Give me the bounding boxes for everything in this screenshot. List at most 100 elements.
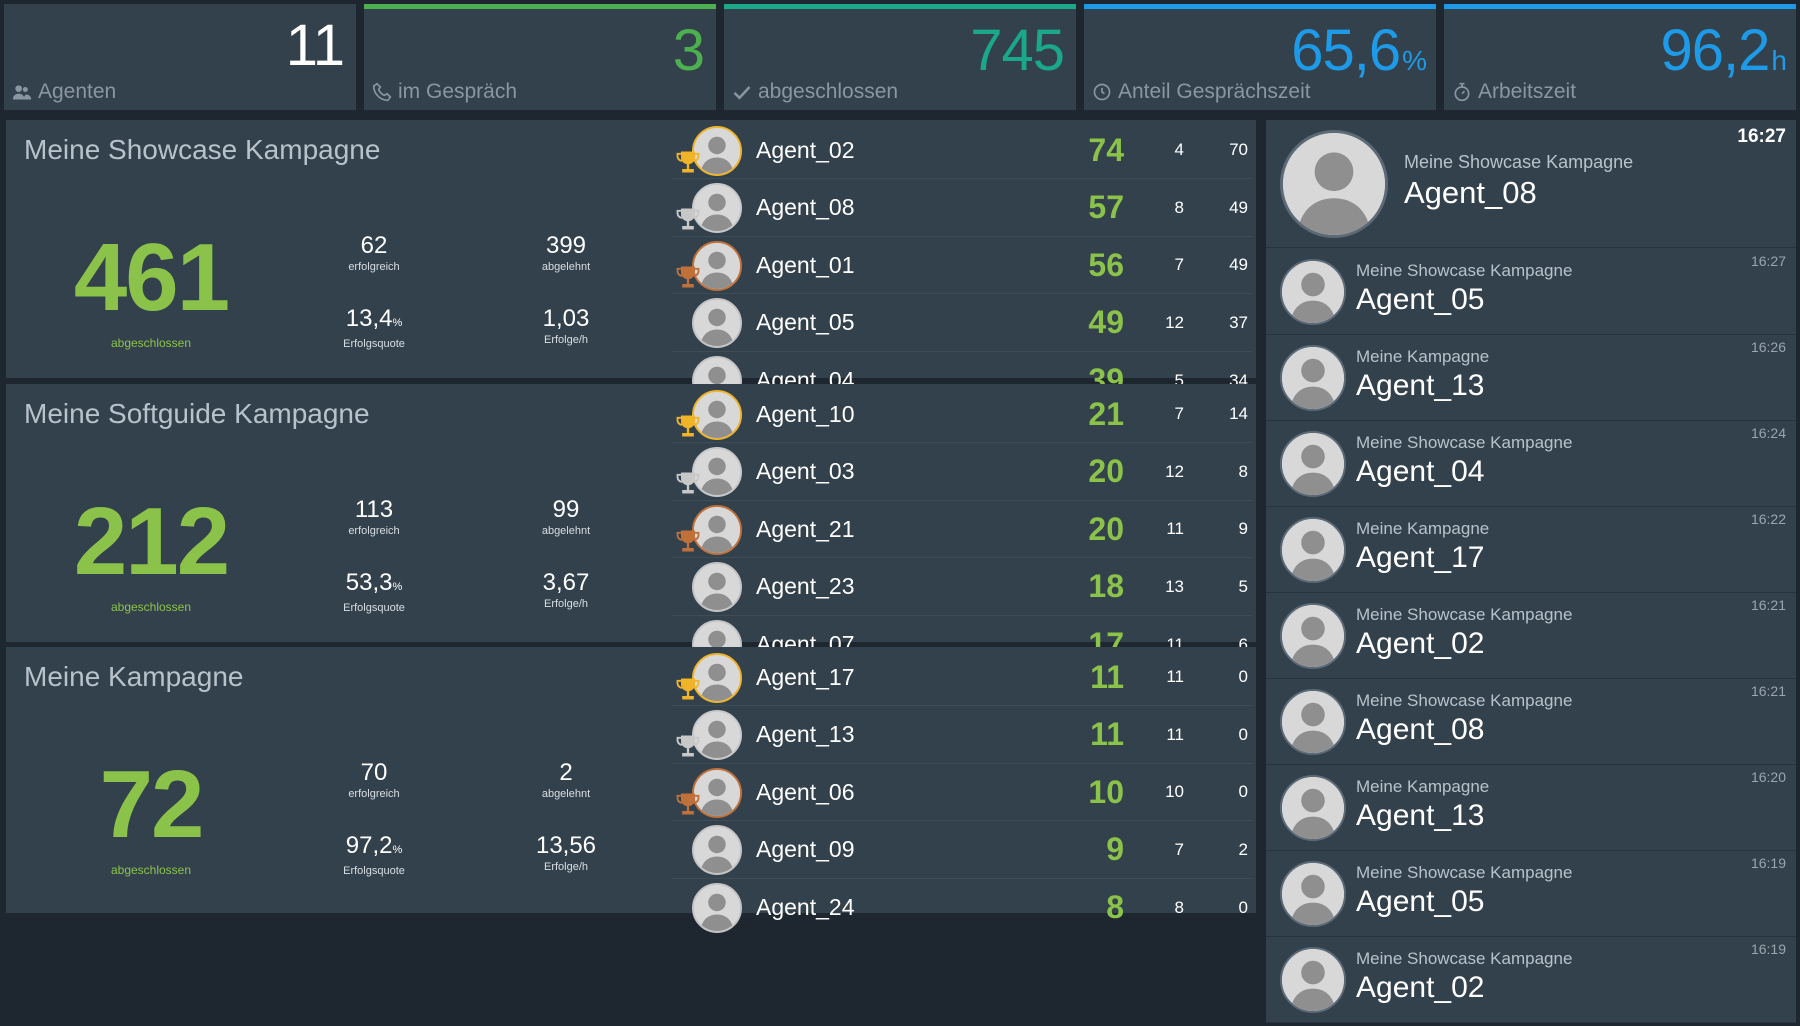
kpi-value: 745 bbox=[970, 18, 1065, 83]
kpi-value: 3 bbox=[672, 18, 705, 83]
agent-row: Agent_03 20 12 8 bbox=[672, 444, 1252, 501]
agent-count-2: 0 bbox=[1238, 724, 1248, 744]
user-silhouette-icon bbox=[694, 769, 740, 816]
agent-name: Agent_08 bbox=[756, 194, 855, 220]
campaign-total: 212 bbox=[73, 488, 230, 595]
agent-name: Agent_03 bbox=[756, 458, 855, 484]
user-silhouette-icon bbox=[1282, 347, 1344, 409]
agent-row: Agent_01 56 7 49 bbox=[672, 237, 1252, 294]
agent-score: 20 bbox=[1088, 510, 1124, 547]
kpi-label: Agenten bbox=[12, 80, 116, 104]
feed-campaign: Meine Showcase Kampagne bbox=[1356, 605, 1573, 624]
agent-row: Agent_13 11 11 0 bbox=[672, 707, 1252, 764]
user-silhouette-icon bbox=[694, 712, 740, 758]
avatar bbox=[692, 240, 742, 291]
feed-campaign: Meine Kampagne bbox=[1356, 777, 1490, 796]
agent-count-1: 12 bbox=[1165, 461, 1184, 481]
agent-name: Agent_05 bbox=[756, 309, 855, 335]
avatar bbox=[1280, 130, 1388, 238]
agent-name: Agent_02 bbox=[756, 136, 855, 163]
avatar-wrap bbox=[672, 386, 742, 443]
feed-agent: Agent_04 bbox=[1356, 455, 1485, 488]
agent-count-2: 49 bbox=[1229, 255, 1248, 274]
stat-rejected: 399 abgelehnt bbox=[541, 232, 591, 273]
kpi-agents: 11 Agenten bbox=[4, 4, 356, 110]
feed-item: Meine Showcase Kampagne Agent_05 16:27 bbox=[1266, 249, 1796, 335]
trophy-silver-icon bbox=[676, 472, 700, 494]
agent-name: Agent_17 bbox=[756, 663, 855, 690]
feed-time: 16:19 bbox=[1750, 855, 1786, 871]
user-silhouette-icon bbox=[694, 827, 740, 873]
kpi-bar: 11 Agenten 3 im Gespräch 745 abgeschloss… bbox=[4, 4, 1796, 110]
campaign-title: Meine Kampagne bbox=[24, 661, 244, 692]
stat-success: 62 erfolgreich bbox=[348, 232, 400, 273]
feed-item: Meine Showcase Kampagne Agent_02 16:21 bbox=[1266, 593, 1796, 679]
feed-campaign: Meine Kampagne bbox=[1356, 347, 1490, 366]
agent-row: Agent_17 11 11 0 bbox=[672, 649, 1252, 706]
check-icon bbox=[733, 86, 751, 100]
user-silhouette-icon bbox=[1282, 261, 1344, 323]
avatar bbox=[692, 125, 742, 176]
phone-icon bbox=[372, 82, 392, 102]
agent-score: 8 bbox=[1106, 889, 1124, 925]
campaign-total-label: abgeschlossen bbox=[110, 863, 192, 877]
avatar-wrap bbox=[672, 237, 742, 294]
campaign-total-label: abgeschlossen bbox=[110, 336, 192, 350]
avatar-wrap bbox=[672, 879, 742, 936]
agent-name: Agent_21 bbox=[756, 515, 855, 542]
feed-agent: Agent_05 bbox=[1356, 885, 1485, 918]
avatar bbox=[692, 389, 742, 440]
agent-count-2: 0 bbox=[1238, 782, 1248, 801]
avatar-wrap bbox=[672, 558, 742, 615]
agent-row: Agent_06 10 10 0 bbox=[672, 764, 1252, 821]
agent-name: Agent_10 bbox=[756, 400, 855, 427]
campaign-panel: Meine Kampagne 72 abgeschlossen 70 erfolgrei… bbox=[6, 647, 1256, 933]
avatar-wrap bbox=[672, 122, 742, 179]
stat-success-rate: 53,3% Erfolgsquote bbox=[343, 569, 405, 614]
agent-count-2: 37 bbox=[1229, 312, 1248, 332]
avatar bbox=[692, 562, 742, 612]
feed-time: 16:19 bbox=[1750, 941, 1786, 957]
stat-success: 113 erfolgreich bbox=[348, 496, 400, 537]
feed-item: Meine Showcase Kampagne Agent_08 16:21 bbox=[1266, 679, 1796, 765]
agent-name: Agent_13 bbox=[756, 721, 855, 747]
feed-time: 16:26 bbox=[1750, 339, 1786, 355]
avatar bbox=[692, 298, 742, 348]
feed-time: 16:24 bbox=[1750, 425, 1786, 441]
user-silhouette-icon bbox=[694, 185, 740, 231]
agent-row: Agent_02 74 4 70 bbox=[672, 122, 1252, 179]
agent-row: Agent_05 49 12 37 bbox=[672, 295, 1252, 352]
clock-icon bbox=[1093, 83, 1111, 101]
avatar-wrap bbox=[672, 821, 742, 878]
agent-count-2: 6 bbox=[1238, 634, 1248, 654]
user-silhouette-icon bbox=[694, 654, 740, 701]
user-silhouette-icon bbox=[694, 564, 740, 610]
feed-time: 16:21 bbox=[1750, 597, 1786, 613]
feed-item: Meine Kampagne Agent_17 16:22 bbox=[1266, 507, 1796, 593]
agent-score: 18 bbox=[1088, 568, 1124, 604]
agent-row: Agent_24 8 8 0 bbox=[672, 879, 1252, 936]
kpi-label: im Gespräch bbox=[372, 80, 517, 104]
stat-success-rate: 13,4% Erfolgsquote bbox=[343, 305, 405, 350]
kpi-talk-share: 65,6% Anteil Gesprächszeit bbox=[1084, 4, 1436, 110]
feed-time: 16:27 bbox=[1750, 253, 1786, 269]
agent-count-2: 49 bbox=[1229, 197, 1248, 217]
agent-count-2: 70 bbox=[1229, 140, 1248, 159]
campaign-title: Meine Showcase Kampagne bbox=[24, 134, 381, 165]
trophy-bronze-icon bbox=[676, 266, 700, 287]
agent-score: 21 bbox=[1088, 395, 1124, 432]
user-silhouette-icon bbox=[1283, 133, 1385, 235]
kpi-label: abgeschlossen bbox=[732, 80, 898, 104]
trophy-silver-icon bbox=[676, 208, 700, 230]
kpi-value: 11 bbox=[285, 13, 345, 78]
agent-count-2: 14 bbox=[1229, 404, 1248, 423]
agent-count-1: 13 bbox=[1165, 576, 1184, 596]
feed-item: Meine Showcase Kampagne Agent_04 16:24 bbox=[1266, 421, 1796, 507]
stat-rejected: 99 abgelehnt bbox=[541, 496, 591, 537]
user-silhouette-icon bbox=[1282, 863, 1344, 925]
avatar bbox=[1280, 603, 1346, 669]
user-silhouette-icon bbox=[1282, 691, 1344, 753]
avatar bbox=[1280, 861, 1346, 927]
avatar bbox=[692, 447, 742, 497]
avatar bbox=[692, 504, 742, 555]
